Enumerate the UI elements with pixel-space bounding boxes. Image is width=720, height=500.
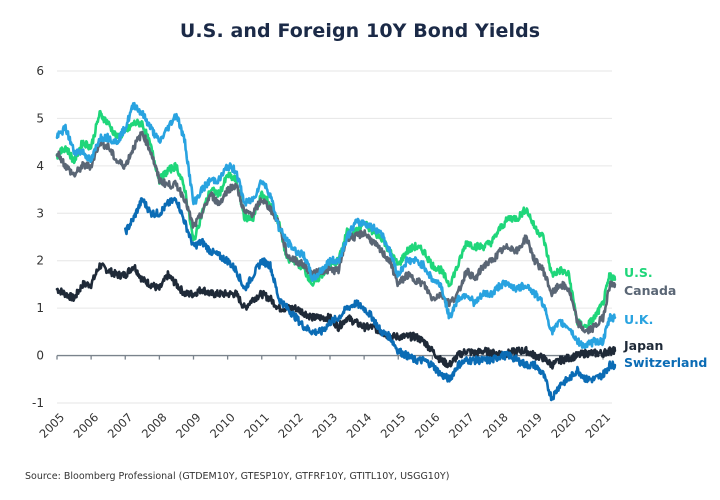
series-line-japan xyxy=(55,262,617,370)
x-tick-label: 2012 xyxy=(275,410,306,441)
x-tick-label: 2018 xyxy=(480,410,511,441)
x-tick-label: 2021 xyxy=(583,410,614,441)
x-axis: 2005 2006 2007 2008 2009 2010 2011 2012 2013 2014… xyxy=(37,354,614,441)
y-tick-label: 6 xyxy=(36,64,44,78)
source-note: Source: Bloomberg Professional (GTDEM10Y… xyxy=(25,471,450,482)
x-tick-label: 2011 xyxy=(241,410,272,441)
series-lines xyxy=(55,101,617,402)
x-tick-label: 2020 xyxy=(548,410,579,441)
legend-item-u-s: U.S. xyxy=(624,265,653,280)
x-tick-label: 2017 xyxy=(446,410,477,441)
y-tick-label: 0 xyxy=(36,349,44,363)
x-tick-label: 2014 xyxy=(344,410,375,441)
legend-item-switzerland: Switzerland xyxy=(624,355,707,370)
x-tick-label: 2010 xyxy=(207,410,238,441)
x-tick-label: 2007 xyxy=(105,410,136,441)
x-tick-label: 2016 xyxy=(412,410,443,441)
y-tick-label: 3 xyxy=(36,206,44,220)
y-tick-label: -1 xyxy=(32,396,44,410)
series-line-canada xyxy=(55,130,617,335)
chart-title: U.S. and Foreign 10Y Bond Yields xyxy=(179,20,541,42)
x-tick-label: 2019 xyxy=(514,410,545,441)
x-tick-label: 2005 xyxy=(37,410,68,441)
x-tick-label: 2008 xyxy=(139,410,170,441)
x-tick-label: 2015 xyxy=(378,410,409,441)
series-line-switzerland xyxy=(124,196,617,402)
series-line-u-s xyxy=(55,109,617,330)
legend-item-canada: Canada xyxy=(624,283,676,298)
x-tick-label: 2013 xyxy=(310,410,341,441)
legend: U.S. Canada U.K. Japan Switzerland xyxy=(623,265,707,370)
series-line-u-k xyxy=(55,101,617,350)
y-tick-label: 2 xyxy=(36,254,44,268)
y-axis: 6 5 4 3 2 1 0 -1 xyxy=(32,64,44,410)
y-tick-label: 4 xyxy=(36,159,44,173)
x-tick-label: 2009 xyxy=(173,410,204,441)
legend-item-u-k: U.K. xyxy=(624,312,653,327)
y-tick-label: 1 xyxy=(36,301,44,315)
x-tick-label: 2006 xyxy=(71,410,102,441)
legend-item-japan: Japan xyxy=(623,338,663,353)
y-tick-label: 5 xyxy=(36,111,44,125)
